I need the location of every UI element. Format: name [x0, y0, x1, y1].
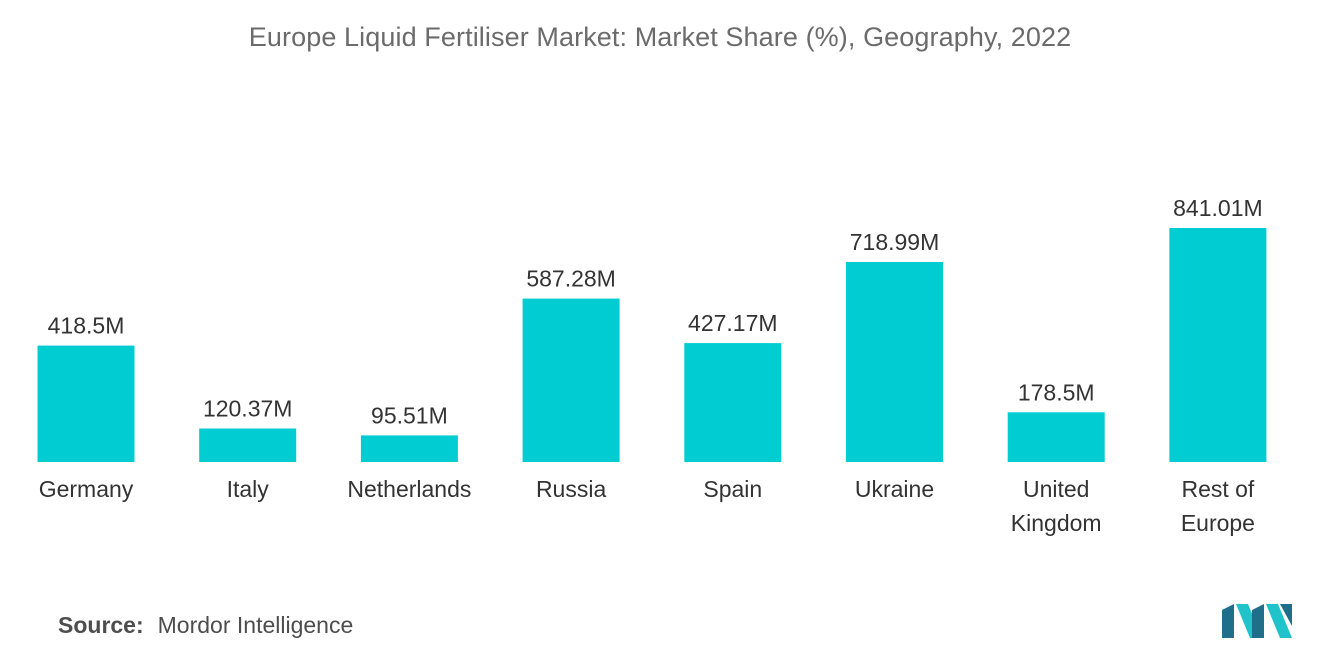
category-label-5: Ukraine — [855, 476, 934, 502]
category-label-6-line-0: United — [1023, 476, 1089, 502]
bar-1 — [199, 428, 297, 462]
bar-4 — [684, 343, 782, 462]
data-label-5: 718.99M — [850, 229, 940, 255]
bar-3 — [522, 298, 620, 462]
data-label-6: 178.5M — [1018, 379, 1095, 405]
data-label-2: 95.51M — [371, 402, 448, 428]
category-label-4: Spain — [703, 476, 762, 502]
category-label-7-line-1: Europe — [1181, 510, 1255, 536]
chart-title: Europe Liquid Fertiliser Market: Market … — [248, 22, 1072, 52]
category-label-0: Germany — [39, 476, 134, 502]
data-label-4: 427.17M — [688, 310, 778, 336]
data-label-3: 587.28M — [526, 266, 616, 292]
data-label-0: 418.5M — [48, 313, 125, 339]
data-label-1: 120.37M — [203, 396, 293, 422]
source-key: Source: — [58, 612, 144, 638]
source-value: Mordor Intelligence — [157, 612, 354, 638]
bar-2 — [360, 435, 458, 462]
bar-0 — [37, 345, 135, 462]
source-note: Source: Mordor Intelligence — [58, 612, 353, 639]
bar-7 — [1169, 228, 1267, 462]
category-label-2: Netherlands — [347, 476, 471, 502]
category-label-7-line-0: Rest of — [1181, 476, 1254, 502]
category-label-6-line-1: Kingdom — [1011, 510, 1102, 536]
category-label-1: Italy — [227, 476, 270, 502]
bars-layer: 418.5M Germany 120.37M Italy 95.51M Netherlan… — [37, 195, 1267, 536]
category-label-3: Russia — [536, 476, 607, 502]
bar-chart: 418.5M Germany 120.37M Italy 95.51M Netherlan… — [37, 195, 1267, 536]
mordor-intelligence-logo-icon — [1222, 604, 1292, 638]
bar-6 — [1007, 412, 1105, 462]
data-label-7: 841.01M — [1173, 195, 1263, 221]
bar-5 — [846, 262, 943, 462]
